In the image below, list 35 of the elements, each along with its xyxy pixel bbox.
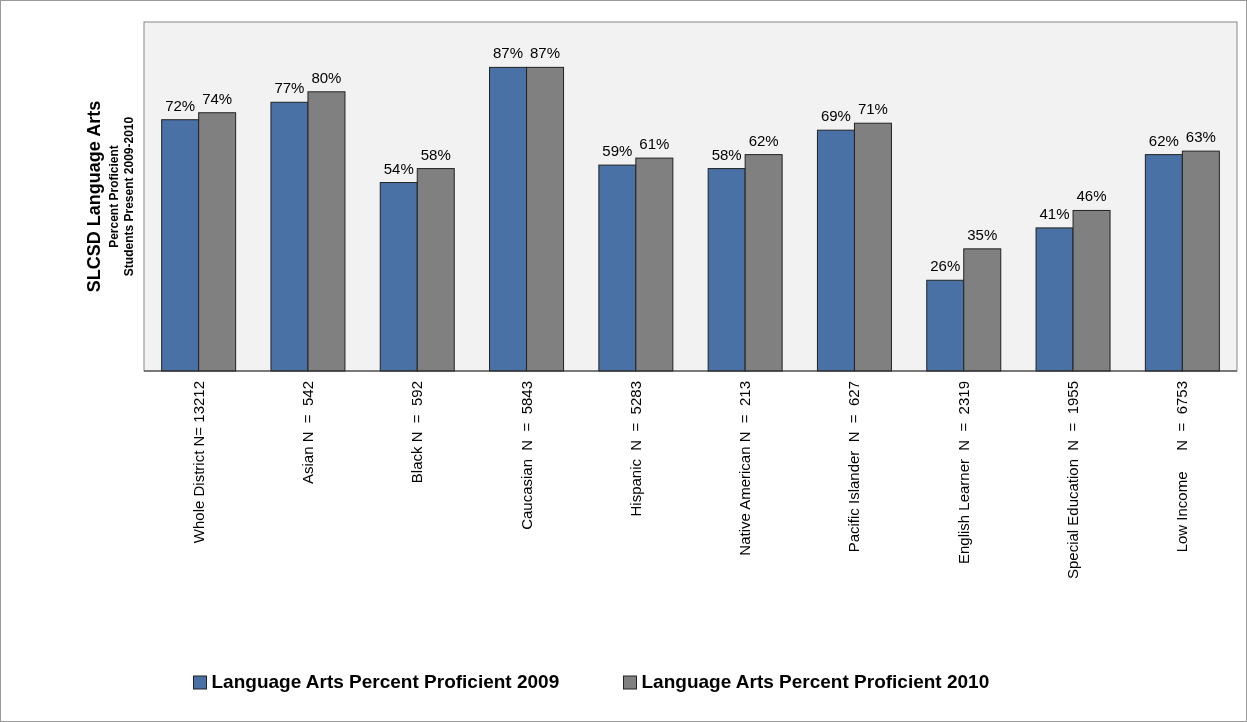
y-axis-title: SLCSD Language Arts	[84, 100, 104, 293]
text: Students Present 2009-2010	[122, 116, 136, 277]
data-label: 74%	[202, 89, 233, 107]
data-label: 54%	[383, 159, 414, 177]
data-label: 63%	[1185, 128, 1216, 146]
x-tick-label: Whole District N= 13212	[189, 381, 207, 544]
data-label: 87%	[493, 44, 524, 62]
data-label: 62%	[1148, 131, 1179, 149]
data-label: 77%	[274, 79, 305, 97]
data-label: 71%	[857, 100, 888, 118]
data-label: 58%	[420, 145, 451, 163]
x-tick-label: Black N = 592	[408, 381, 426, 484]
data-label: 58%	[711, 145, 742, 163]
x-tick-label: Low Income N = 6753	[1173, 381, 1191, 553]
data-label: 35%	[967, 225, 998, 243]
text: Percent Proficient	[107, 145, 121, 248]
data-label: 80%	[311, 68, 342, 86]
data-label: 87%	[530, 44, 561, 62]
data-label: 61%	[639, 135, 670, 153]
data-label: 62%	[748, 131, 779, 149]
x-tick-label: English Learner N = 2319	[954, 381, 972, 565]
data-label: 26%	[930, 257, 961, 275]
legend-label: Language Arts Percent Proficient 2010	[641, 671, 990, 692]
data-label: 59%	[602, 142, 633, 160]
legend-label: Language Arts Percent Proficient 2009	[211, 671, 560, 692]
x-tick-label: Native American N = 213	[736, 381, 754, 556]
x-tick-label: Asian N = 542	[298, 381, 316, 484]
data-label: 69%	[820, 107, 851, 125]
x-tick-label: Hispanic N = 5283	[626, 381, 644, 517]
x-tick-label: Special Education N = 1955	[1064, 381, 1082, 580]
data-label: 46%	[1076, 187, 1107, 205]
x-tick-label: Pacific Islander N = 627	[845, 381, 863, 553]
data-label: 41%	[1039, 204, 1070, 222]
data-label: 72%	[165, 96, 196, 114]
x-tick-label: Caucasian N = 5843	[517, 381, 535, 530]
